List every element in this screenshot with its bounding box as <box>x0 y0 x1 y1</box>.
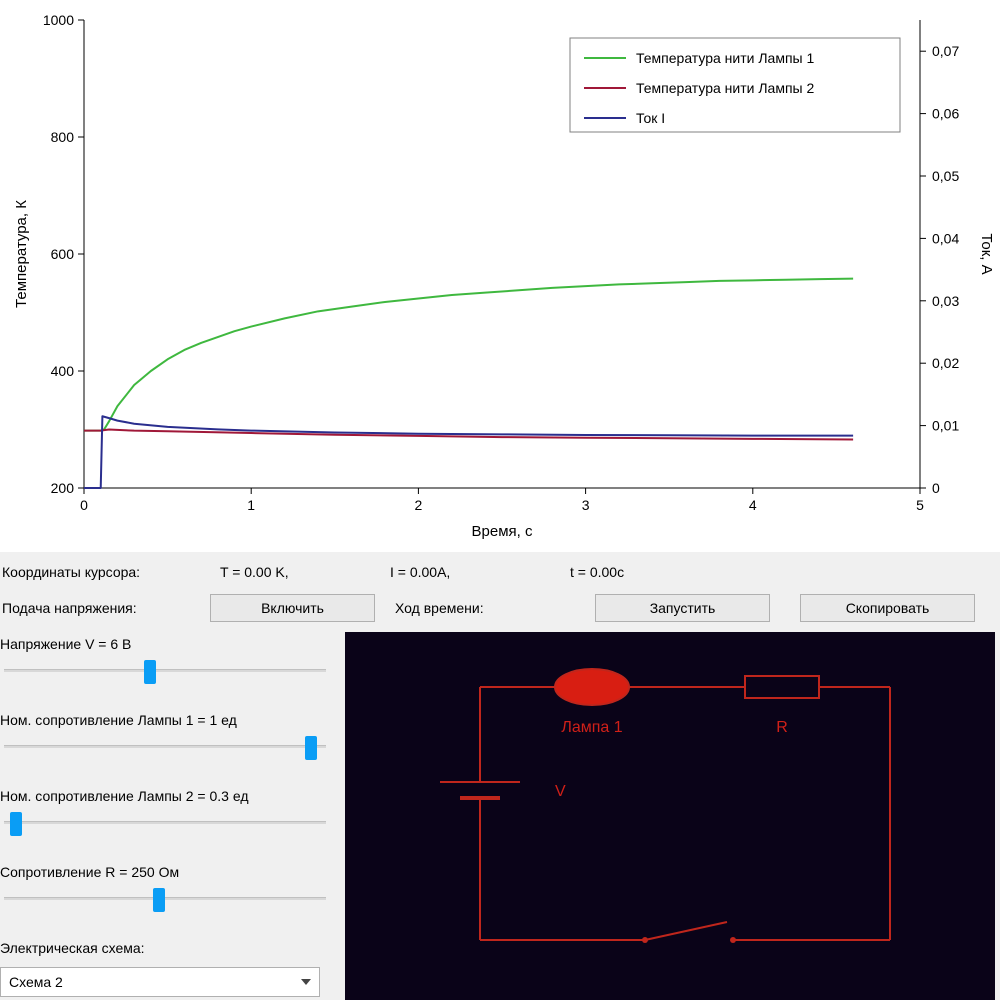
svg-text:200: 200 <box>51 480 75 496</box>
chart-panel: 0 1 2 3 4 5 Время, с 200 400 600 800 1000 Температур… <box>0 0 1000 552</box>
svg-text:0: 0 <box>80 497 88 513</box>
circuit-diagram-panel: Лампа 1 R V <box>345 632 995 1000</box>
svg-text:V: V <box>555 783 566 800</box>
svg-text:2: 2 <box>415 497 423 513</box>
cursor-t: t = 0.00с <box>570 564 720 580</box>
svg-text:800: 800 <box>51 129 75 145</box>
scheme-select[interactable]: Схема 2 <box>0 967 320 997</box>
voltage-slider-group: Напряжение V = 6 В <box>0 636 340 684</box>
svg-text:Лампа 1: Лампа 1 <box>561 719 622 736</box>
svg-text:3: 3 <box>582 497 590 513</box>
svg-text:Ток I: Ток I <box>636 110 665 126</box>
r-lamp2-slider-group: Ном. сопротивление Лампы 2 = 0.3 ед <box>0 788 340 836</box>
scheme-select-value: Схема 2 <box>9 974 63 990</box>
svg-text:1: 1 <box>247 497 255 513</box>
svg-text:0: 0 <box>932 480 940 496</box>
toggle-voltage-button[interactable]: Включить <box>210 594 375 622</box>
svg-text:400: 400 <box>51 363 75 379</box>
cursor-coordinates-row: Координаты курсора: T = 0.00 K, I = 0.00… <box>0 558 1000 586</box>
svg-text:0,04: 0,04 <box>932 230 959 246</box>
r-slider-group: Сопротивление R = 250 Ом <box>0 864 340 912</box>
r-lamp2-slider-label: Ном. сопротивление Лампы 2 = 0.3 ед <box>0 788 340 804</box>
svg-text:Температура нити Лампы 2: Температура нити Лампы 2 <box>636 80 814 96</box>
action-row: Подача напряжения: Включить Ход времени:… <box>0 592 1000 624</box>
time-flow-label: Ход времени: <box>375 600 595 616</box>
run-button[interactable]: Запустить <box>595 594 770 622</box>
svg-text:0,02: 0,02 <box>932 355 959 371</box>
cursor-I: I = 0.00А, <box>390 564 570 580</box>
svg-text:0,05: 0,05 <box>932 168 959 184</box>
svg-text:0,07: 0,07 <box>932 43 959 59</box>
controls-panel: Координаты курсора: T = 0.00 K, I = 0.00… <box>0 552 1000 1000</box>
svg-text:0,03: 0,03 <box>932 293 959 309</box>
svg-text:4: 4 <box>749 497 757 513</box>
svg-text:0,01: 0,01 <box>932 418 959 434</box>
circuit-svg: Лампа 1 R V <box>345 632 995 1000</box>
chart-svg: 0 1 2 3 4 5 Время, с 200 400 600 800 1000 Температур… <box>0 0 1000 552</box>
svg-text:Температура, К: Температура, К <box>13 200 30 308</box>
svg-text:600: 600 <box>51 246 75 262</box>
voltage-slider[interactable] <box>0 658 330 684</box>
svg-text:R: R <box>776 719 788 736</box>
svg-text:Время, с: Время, с <box>472 523 533 540</box>
r-slider[interactable] <box>0 886 330 912</box>
scheme-label: Электрическая схема: <box>0 940 145 956</box>
r-lamp1-slider-group: Ном. сопротивление Лампы 1 = 1 ед <box>0 712 340 760</box>
cursor-label: Координаты курсора: <box>0 564 220 580</box>
cursor-T: T = 0.00 K, <box>220 564 390 580</box>
voltage-supply-label: Подача напряжения: <box>0 600 210 616</box>
svg-text:Ток, А: Ток, А <box>978 233 995 274</box>
svg-text:1000: 1000 <box>43 12 74 28</box>
r-lamp1-slider[interactable] <box>0 734 330 760</box>
voltage-slider-label: Напряжение V = 6 В <box>0 636 340 652</box>
r-lamp2-slider[interactable] <box>0 810 330 836</box>
chevron-down-icon <box>301 979 311 985</box>
r-slider-label: Сопротивление R = 250 Ом <box>0 864 340 880</box>
r-lamp1-slider-label: Ном. сопротивление Лампы 1 = 1 ед <box>0 712 340 728</box>
svg-text:0,06: 0,06 <box>932 106 959 122</box>
svg-text:Температура нити Лампы 1: Температура нити Лампы 1 <box>636 50 814 66</box>
svg-text:5: 5 <box>916 497 924 513</box>
copy-button[interactable]: Скопировать <box>800 594 975 622</box>
